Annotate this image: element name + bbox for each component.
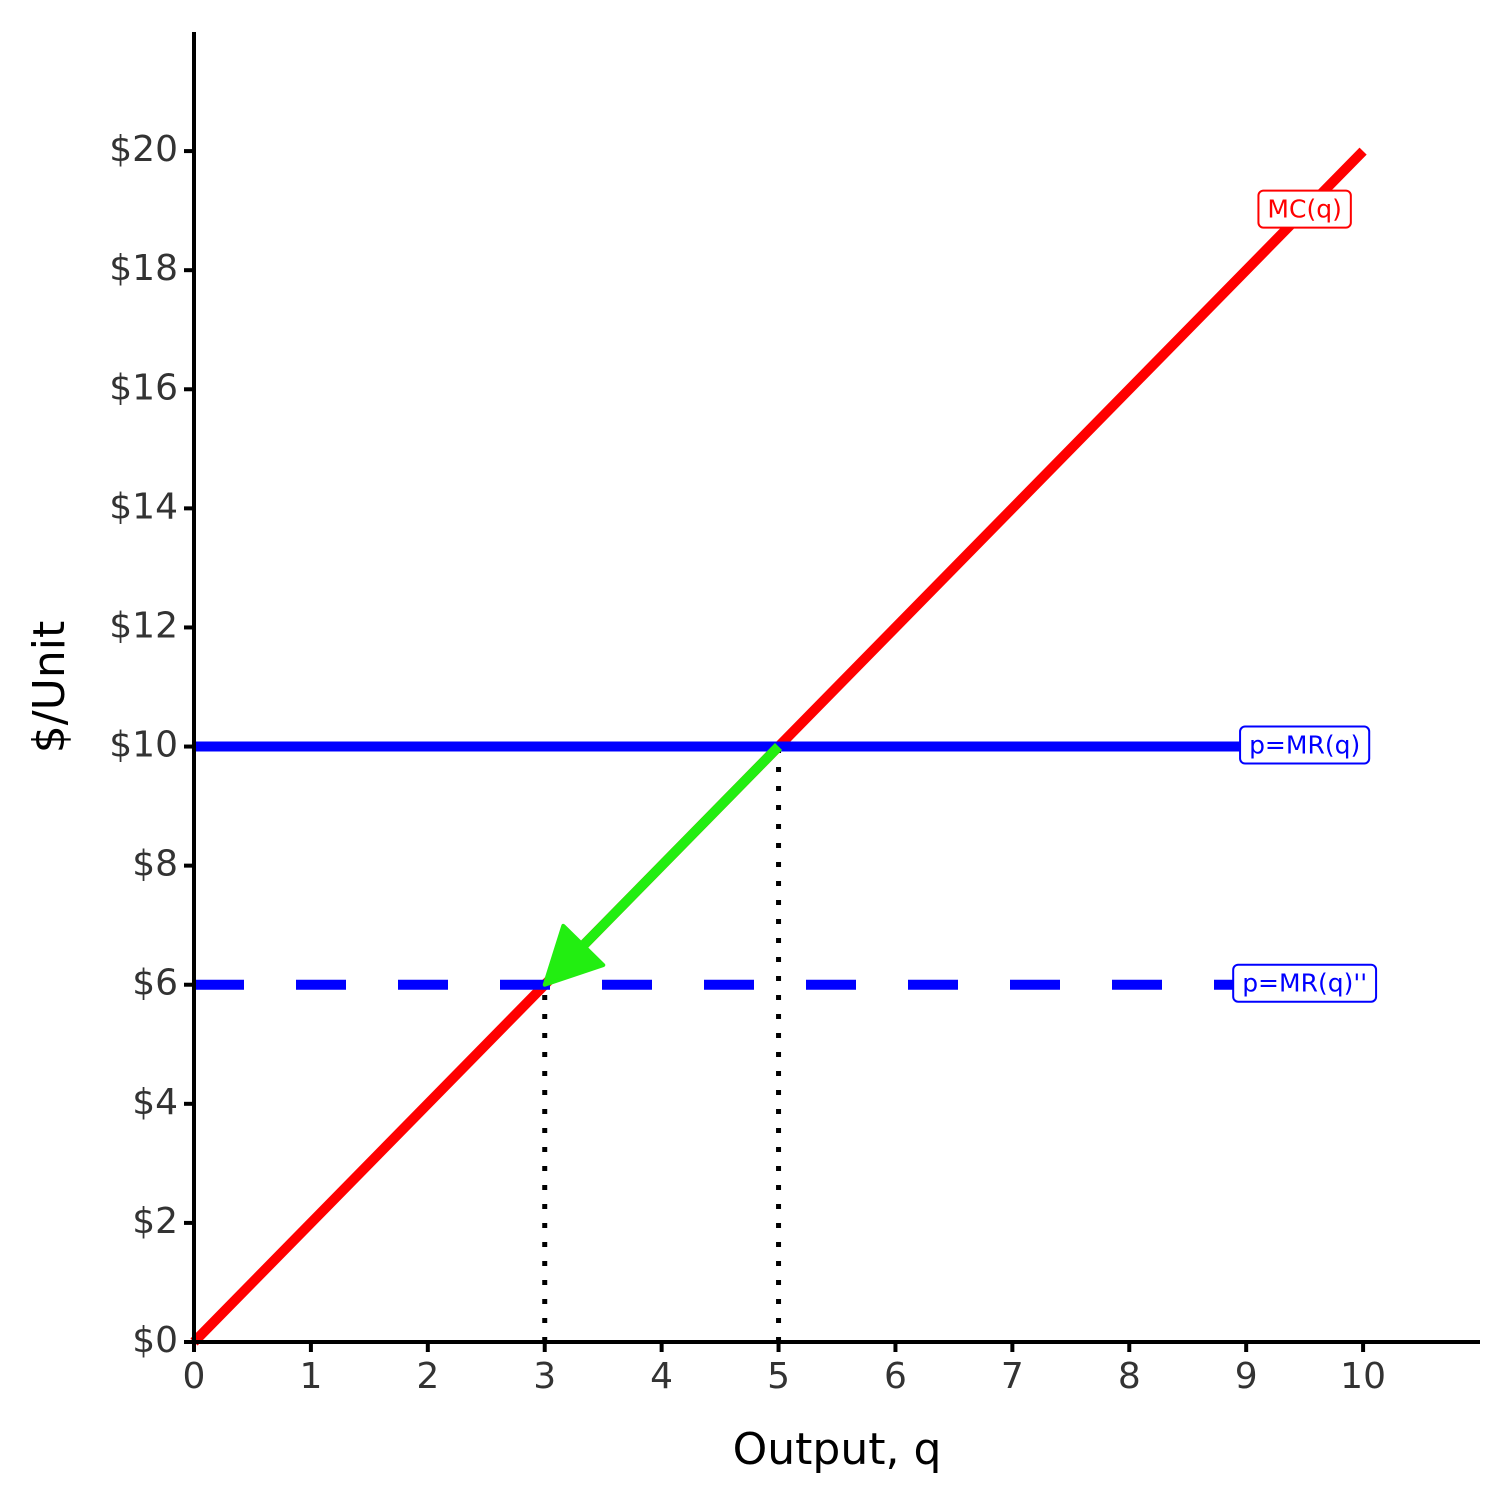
x-tick-label: 0 <box>183 1356 206 1397</box>
y-axis-title: $/Unit <box>24 621 75 753</box>
x-tick-label: 2 <box>416 1356 439 1397</box>
label-text: p=MR(q) <box>1249 731 1360 760</box>
x-tick-label: 10 <box>1340 1356 1386 1397</box>
x-tick-label: 1 <box>299 1356 322 1397</box>
y-tick-label: $2 <box>132 1201 178 1242</box>
arrow-shaft <box>572 743 783 957</box>
y-tick-label: $4 <box>132 1082 178 1123</box>
series-label: p=MR(q)'' <box>1232 963 1378 1003</box>
series-label: MC(q) <box>1257 189 1352 229</box>
y-tick-label: $10 <box>109 725 178 766</box>
x-tick-label: 5 <box>767 1356 790 1397</box>
arrow <box>542 743 783 987</box>
y-tick-label: $0 <box>132 1320 178 1361</box>
x-tick-label: 4 <box>650 1356 673 1397</box>
y-tick-label: $8 <box>132 844 178 885</box>
x-tick-label: 3 <box>533 1356 556 1397</box>
label-box <box>1239 725 1371 765</box>
x-tick-label: 9 <box>1235 1356 1258 1397</box>
label-box <box>1257 189 1352 229</box>
arrow-head <box>542 923 606 987</box>
label-box <box>1232 963 1378 1003</box>
y-tick-label: $20 <box>109 129 178 170</box>
x-tick-label: 6 <box>884 1356 907 1397</box>
y-tick-label: $16 <box>109 367 178 408</box>
x-axis-title: Output, q <box>733 1424 942 1475</box>
label-text: MC(q) <box>1267 195 1341 224</box>
label-text: p=MR(q)'' <box>1242 969 1367 998</box>
y-tick-label: $14 <box>109 486 178 527</box>
y-tick-label: $6 <box>132 963 178 1004</box>
y-tick-label: $18 <box>109 248 178 289</box>
series-label: p=MR(q) <box>1239 725 1371 765</box>
x-tick-label: 8 <box>1118 1356 1141 1397</box>
y-tick-label: $12 <box>109 605 178 646</box>
x-tick-label: 7 <box>1001 1356 1024 1397</box>
